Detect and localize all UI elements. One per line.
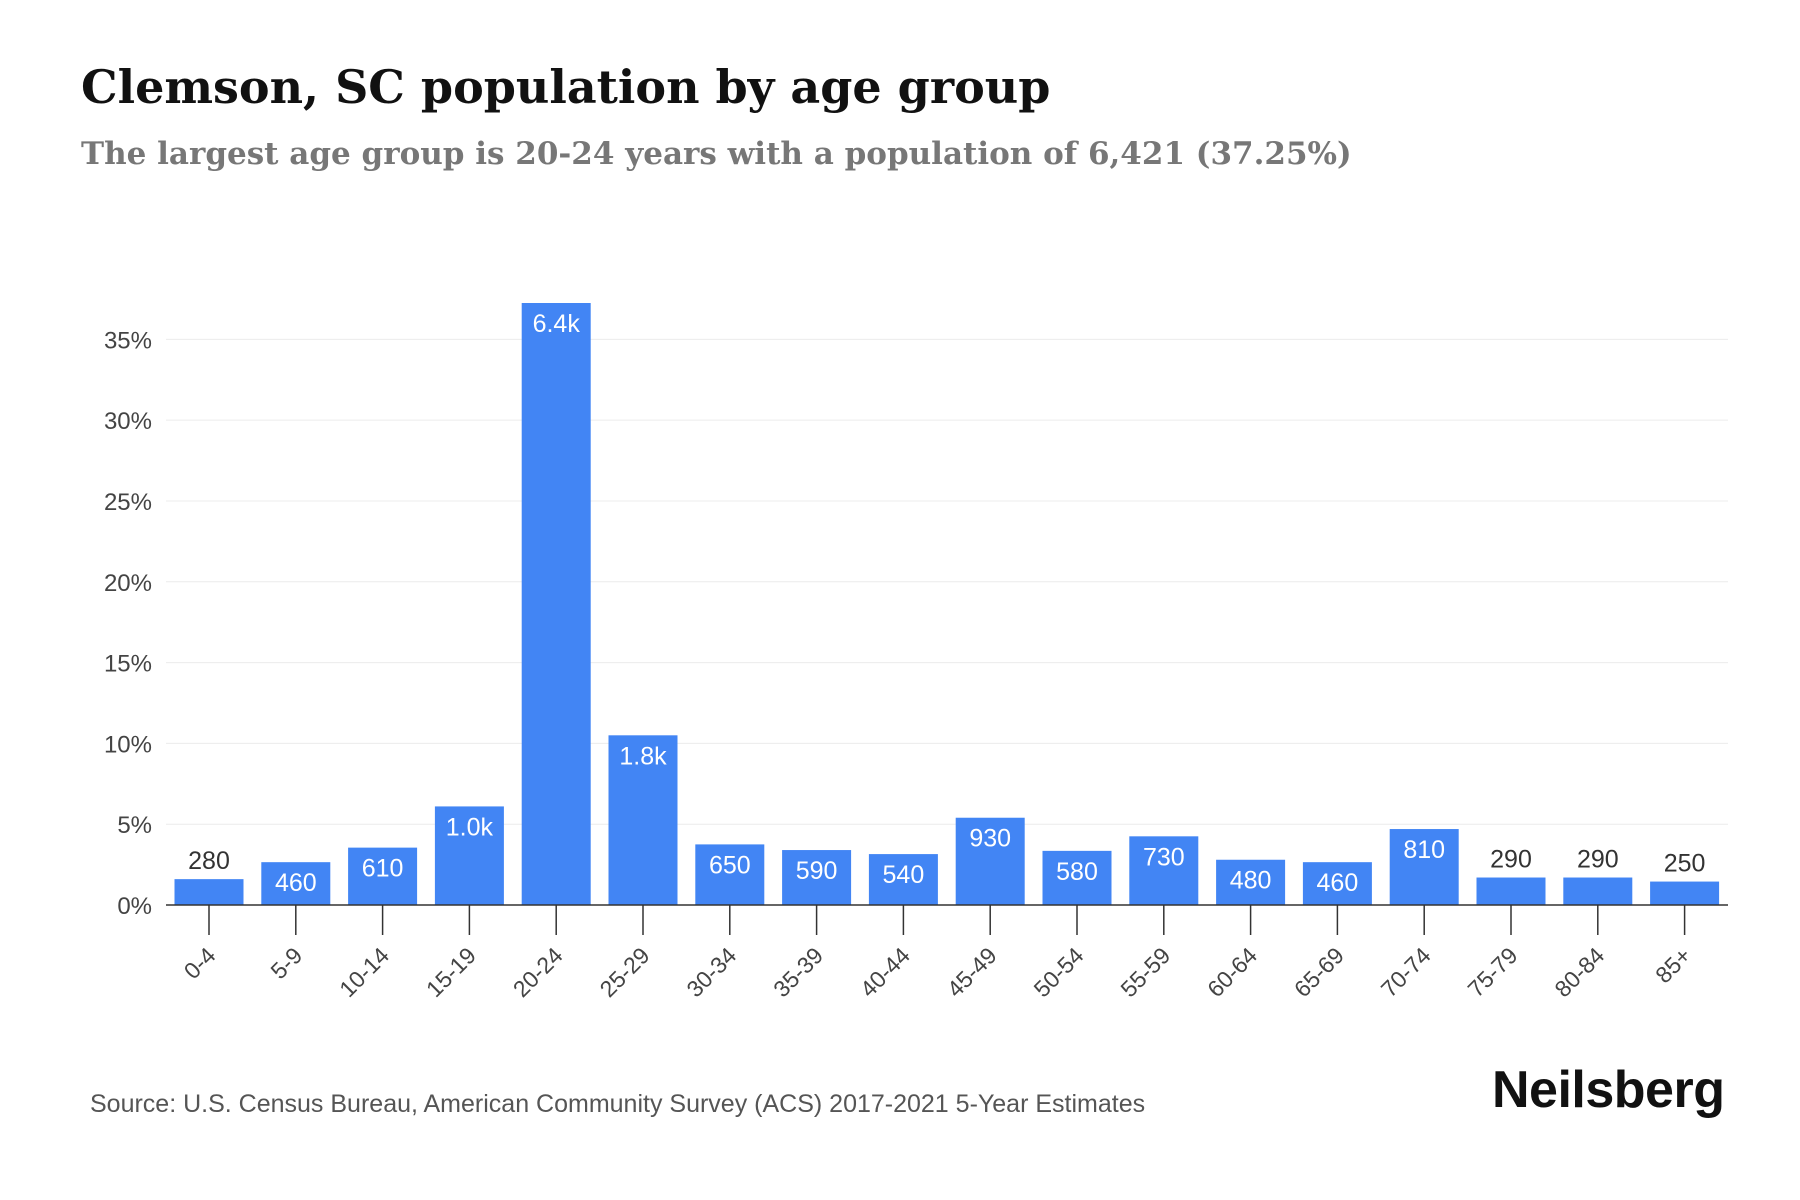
data-label: 6.4k — [533, 310, 581, 338]
bar — [1650, 881, 1720, 905]
x-tick-label: 35-39 — [768, 942, 828, 1002]
bar — [174, 879, 244, 905]
x-tick-label: 50-54 — [1029, 942, 1089, 1002]
data-label: 290 — [1577, 846, 1619, 874]
data-label: 580 — [1056, 858, 1098, 886]
x-tick-label: 45-49 — [942, 942, 1002, 1002]
bar — [1389, 829, 1459, 905]
y-axis: 0% 5% 10% 15% 20% 25% 30% 35% — [104, 327, 152, 920]
bar — [695, 844, 765, 905]
x-tick-label: 15-19 — [421, 942, 481, 1002]
data-label: 540 — [883, 861, 925, 889]
data-label: 650 — [709, 851, 751, 879]
bar — [1476, 877, 1546, 905]
chart-subtitle: The largest age group is 20-24 years wit… — [81, 136, 1352, 172]
bar — [1216, 859, 1286, 905]
y-tick-label: 30% — [104, 408, 152, 435]
y-tick-label: 5% — [117, 812, 152, 839]
data-label: 460 — [1317, 869, 1359, 897]
bar — [608, 735, 678, 905]
x-tick-label: 75-79 — [1463, 942, 1523, 1002]
data-label: 460 — [275, 869, 317, 897]
bar — [434, 806, 504, 905]
bar — [1042, 850, 1112, 905]
data-label: 1.0k — [446, 813, 494, 841]
data-labels: 280 460 610 1.0k 6.4k 1.8k 650 590 540 930 580 730 4… — [188, 310, 1705, 897]
bar — [521, 303, 591, 905]
y-tick-label: 35% — [104, 327, 152, 354]
source-note: Source: U.S. Census Bureau, American Com… — [90, 1090, 1146, 1118]
data-label: 1.8k — [619, 742, 667, 770]
x-tick-label: 55-59 — [1115, 942, 1175, 1002]
bar — [348, 847, 418, 905]
data-label: 810 — [1403, 836, 1445, 864]
data-label: 730 — [1143, 843, 1185, 871]
data-label: 290 — [1490, 846, 1532, 874]
x-tick-label: 80-84 — [1549, 942, 1609, 1002]
bars — [174, 303, 1720, 905]
neilsberg-logo: Neilsberg — [1492, 1061, 1725, 1119]
y-tick-label: 20% — [104, 570, 152, 597]
y-tick-label: 10% — [104, 731, 152, 758]
x-tick-label: 40-44 — [855, 942, 915, 1002]
chart-title: Clemson, SC population by age group — [81, 60, 1051, 114]
x-tick-label: 30-34 — [681, 942, 741, 1002]
bar — [261, 862, 331, 905]
bar — [868, 854, 938, 905]
x-tick-label: 85+ — [1650, 942, 1696, 988]
x-tick-label: 5-9 — [265, 942, 307, 984]
data-label: 250 — [1664, 850, 1706, 878]
x-tick-label: 70-74 — [1376, 942, 1436, 1002]
data-label: 280 — [188, 847, 230, 875]
gridlines — [166, 338, 1728, 825]
x-tick-label: 10-14 — [334, 942, 394, 1002]
y-tick-label: 0% — [117, 893, 152, 920]
data-label: 610 — [362, 855, 404, 883]
data-label: 480 — [1230, 867, 1272, 895]
x-tick-label: 0-4 — [179, 942, 221, 984]
bar — [782, 850, 852, 905]
x-tick-label: 20-24 — [508, 942, 568, 1002]
bar — [1563, 877, 1633, 905]
x-axis: 0-4 5-9 10-14 15-19 20-24 25-29 30-34 35-39 40-4… — [179, 905, 1696, 1002]
y-tick-label: 15% — [104, 651, 152, 678]
x-tick-label: 25-29 — [595, 942, 655, 1002]
x-tick-label: 60-64 — [1202, 942, 1262, 1002]
bar — [955, 817, 1025, 905]
bar — [1129, 836, 1199, 905]
x-tick-label: 65-69 — [1289, 942, 1349, 1002]
bar — [1302, 862, 1372, 905]
data-label: 930 — [969, 825, 1011, 853]
data-label: 590 — [796, 857, 838, 885]
y-tick-label: 25% — [104, 489, 152, 516]
bar-chart: 0% 5% 10% 15% 20% 25% 30% 35% 280 460 610 1.0k 6.4k… — [104, 303, 1728, 1002]
